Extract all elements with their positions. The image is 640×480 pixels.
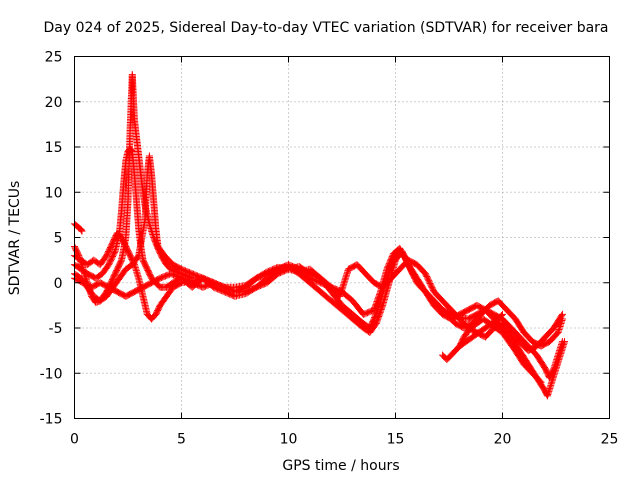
data-point	[134, 253, 142, 261]
series-track-2	[71, 71, 196, 307]
data-point	[77, 226, 85, 234]
y-tick-label: -5	[49, 321, 63, 337]
x-tick-label: 0	[70, 432, 79, 448]
data-point	[127, 146, 135, 154]
x-axis-label: GPS time / hours	[282, 458, 399, 474]
data-point	[219, 283, 227, 291]
data-point	[77, 225, 85, 233]
y-tick-label: 20	[45, 95, 63, 111]
y-axis-ticks: -15 -10 -5 0 5 10 15 20 25	[40, 50, 610, 428]
y-tick-label: 10	[45, 185, 63, 201]
data-point	[497, 312, 505, 320]
y-tick-label: -10	[40, 366, 63, 382]
data-point	[499, 310, 506, 318]
x-tick-label: 5	[177, 432, 186, 448]
y-tick-label: 25	[45, 50, 63, 66]
data-point	[537, 378, 545, 386]
grid	[74, 56, 610, 419]
y-tick-label: 15	[45, 140, 63, 156]
x-tick-label: 10	[280, 432, 298, 448]
series-track-8	[451, 315, 545, 386]
chart-title: Day 024 of 2025, Sidereal Day-to-day VTE…	[43, 20, 608, 36]
data-point	[558, 310, 566, 318]
data-point	[558, 312, 566, 320]
y-axis-label: SDTVAR / TECUs	[7, 181, 23, 296]
x-tick-label: 20	[494, 432, 512, 448]
y-tick-label: 0	[54, 276, 63, 292]
x-tick-label: 15	[387, 432, 405, 448]
x-axis-ticks: 0 5 10 15 20 25	[70, 56, 619, 448]
data-point	[536, 377, 544, 385]
y-tick-label: 5	[54, 231, 63, 247]
series-track-6	[71, 256, 566, 355]
data-points	[71, 71, 569, 400]
y-tick-label: -15	[40, 412, 63, 428]
data-point	[78, 227, 86, 235]
data-point	[111, 248, 119, 256]
data-point	[561, 338, 569, 346]
x-tick-label: 25	[601, 432, 619, 448]
series-track-1	[71, 220, 86, 235]
